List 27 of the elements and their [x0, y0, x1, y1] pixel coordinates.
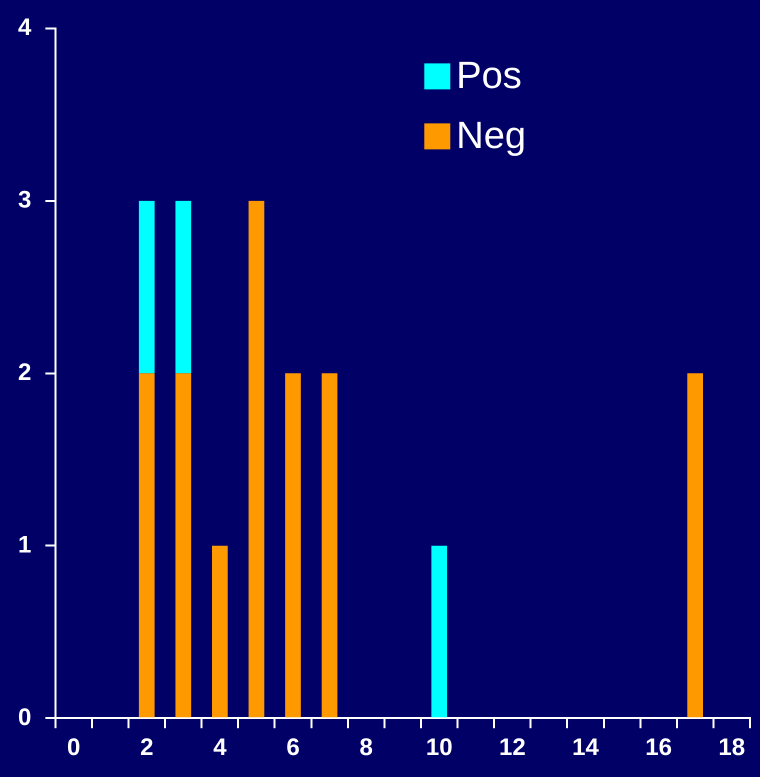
x-tick-label: 2 — [140, 734, 154, 762]
bar — [687, 373, 704, 718]
y-tick-label: 3 — [18, 186, 32, 214]
legend-label: Neg — [456, 114, 526, 157]
y-tick-label: 0 — [18, 704, 32, 731]
x-tick-label: 16 — [645, 734, 672, 762]
legend-label: Pos — [456, 54, 522, 97]
x-tick-label: 18 — [718, 734, 746, 762]
bar — [322, 373, 338, 718]
x-tick-label: 14 — [572, 734, 600, 762]
bar — [175, 200, 192, 374]
x-tick-label: 8 — [359, 734, 373, 762]
y-tick-label: 1 — [18, 531, 32, 558]
x-tick-label: 12 — [499, 734, 526, 762]
x-tick-label: 10 — [426, 734, 453, 762]
x-tick-label: 4 — [213, 734, 228, 762]
bar — [212, 546, 228, 718]
bar — [248, 200, 264, 718]
x-tick-label: 6 — [286, 734, 300, 762]
bar — [138, 200, 155, 374]
bar — [431, 546, 448, 718]
y-tick-label: 4 — [18, 14, 32, 42]
bar — [175, 373, 192, 718]
x-tick-label: 0 — [66, 734, 80, 762]
bar — [138, 373, 155, 718]
y-tick-label: 2 — [18, 358, 32, 386]
bar — [285, 373, 301, 718]
